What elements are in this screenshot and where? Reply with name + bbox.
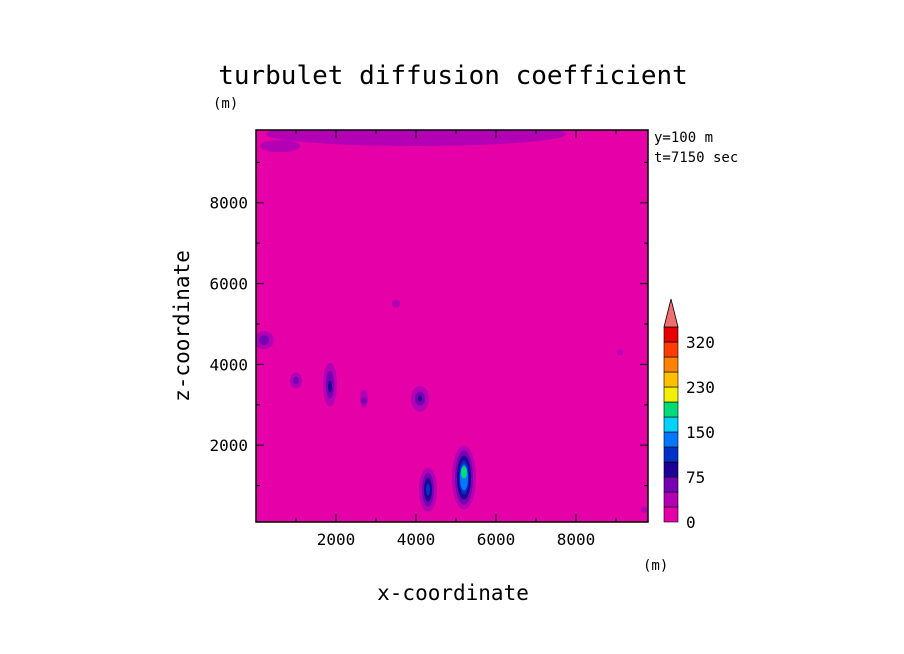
colorbar-segment bbox=[663, 341, 679, 358]
y-tick-label: 8000 bbox=[209, 194, 248, 213]
colorbar-segment bbox=[663, 506, 679, 523]
colorbar-segment bbox=[663, 461, 679, 478]
colorbar-segment bbox=[663, 326, 679, 343]
colorbar-segment bbox=[663, 386, 679, 403]
colorbar-tick-label: 0 bbox=[686, 513, 696, 532]
y-axis-label: z-coordinate bbox=[170, 250, 194, 402]
colorbar-extend-triangle bbox=[663, 298, 679, 328]
colorbar-segment bbox=[663, 431, 679, 448]
contour-cell-5200-5 bbox=[461, 466, 467, 479]
colorbar-segment bbox=[663, 476, 679, 493]
colorbar-segment bbox=[663, 416, 679, 433]
contour-cell-9800-0 bbox=[641, 506, 647, 513]
contour-cell-4300-3 bbox=[426, 483, 430, 496]
x-unit-label: (m) bbox=[643, 558, 668, 574]
x-tick-label: 6000 bbox=[477, 530, 516, 549]
colorbar: 0 75 150 230 320 bbox=[663, 298, 715, 532]
x-tick-label: 8000 bbox=[557, 530, 596, 549]
x-tick-label: 4000 bbox=[397, 530, 436, 549]
colorbar-segment bbox=[663, 356, 679, 373]
background-field bbox=[256, 130, 648, 522]
annotation-t: t=7150 sec bbox=[654, 150, 738, 166]
colorbar-segment bbox=[663, 371, 679, 388]
colorbar-segment bbox=[663, 401, 679, 418]
x-tick-label: 2000 bbox=[317, 530, 356, 549]
plot-area bbox=[256, 130, 648, 522]
plot-frame bbox=[255, 129, 649, 523]
contour-cell-2700-1 bbox=[361, 397, 367, 404]
y-tick-label: 6000 bbox=[209, 275, 248, 294]
colorbar-tick-label: 230 bbox=[686, 378, 715, 397]
contour-cell-1100-1 bbox=[293, 376, 299, 385]
annotation-y: y=100 m bbox=[654, 130, 713, 146]
colorbar-segment bbox=[663, 446, 679, 463]
y-tick-label: 4000 bbox=[209, 355, 248, 374]
colorbar-tick-label: 150 bbox=[686, 423, 715, 442]
contour-upper-band-0 bbox=[266, 130, 566, 147]
y-tick-label: 2000 bbox=[209, 436, 248, 455]
contour-cell-3500-0 bbox=[392, 299, 400, 308]
chart-title: turbulet diffusion coefficient bbox=[218, 61, 688, 91]
colorbar-segment bbox=[663, 491, 679, 508]
x-axis-label: x-coordinate bbox=[377, 581, 529, 605]
y-unit-label: (m) bbox=[213, 96, 238, 112]
contour-cell-4100-2 bbox=[418, 395, 422, 402]
contour-cell-1900-2 bbox=[328, 380, 332, 393]
contour-left-edge-cell-1 bbox=[259, 335, 269, 346]
contour-cell-9100-0 bbox=[617, 349, 623, 356]
colorbar-tick-label: 75 bbox=[686, 468, 705, 487]
colorbar-tick-label: 320 bbox=[686, 333, 715, 352]
contour-upper-left-patch-0 bbox=[260, 140, 300, 153]
